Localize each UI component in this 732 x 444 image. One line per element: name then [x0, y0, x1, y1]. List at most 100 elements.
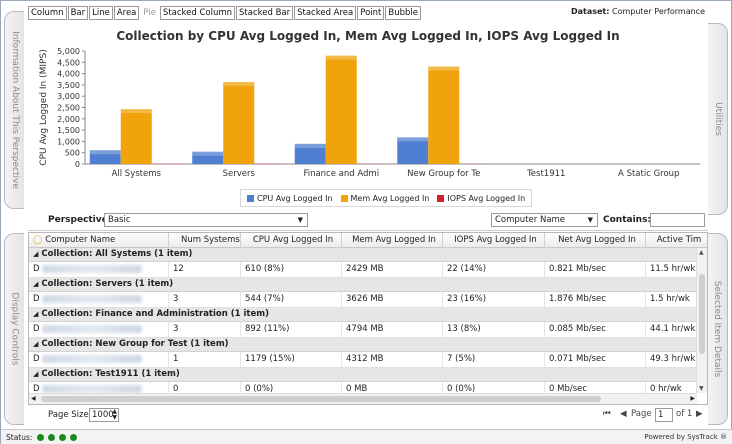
select-all-icon[interactable]: ◯ [33, 235, 46, 245]
table-row[interactable]: D 3 544 (7%) 3626 MB 23 (16%) 1.876 Mb/sec 1.5… [29, 292, 697, 308]
page-input[interactable]: 1 [655, 408, 673, 422]
page-size-value: 1000 [92, 410, 114, 420]
chart-type-line-button[interactable]: Line [89, 6, 113, 20]
y-tick-label: 1,500 [57, 126, 80, 135]
cell-name: D [29, 352, 169, 368]
cell-num: 0 [169, 382, 241, 398]
cell-value: D [33, 264, 40, 274]
table-row[interactable]: D 12 610 (8%) 2429 MB 22 (14%) 0.821 Mb/sec 11… [29, 262, 697, 278]
cell-active: 1.5 hr/wk [646, 292, 707, 308]
first-page-icon[interactable]: ⏮ [603, 409, 611, 419]
column-header-active-tim[interactable]: Active Tim [646, 233, 707, 248]
scroll-up-icon[interactable]: ▲ [699, 249, 704, 256]
legend-swatch [340, 194, 348, 202]
scroll-down-icon[interactable]: ▼ [699, 385, 704, 392]
vertical-scroll-thumb[interactable] [699, 274, 705, 354]
chart-type-bar: Column Bar Line Area Pie Stacked Column Stacke… [28, 6, 421, 20]
column-header-net-avg-logged-in[interactable]: Net Avg Logged In [545, 233, 646, 248]
group-row[interactable]: ◢ Collection: Finance and Administration … [29, 308, 697, 322]
bar-iops-avg-logged-in [254, 163, 286, 164]
chart-type-point-button[interactable]: Point [357, 6, 385, 20]
contains-input[interactable] [650, 213, 705, 227]
table-row[interactable]: D 3 892 (11%) 4794 MB 13 (8%) 0.085 Mb/sec 44.… [29, 322, 697, 338]
cell-value: 22 (14%) [447, 264, 487, 274]
perspective-select[interactable]: Basic ▼ [104, 213, 308, 227]
page-size-input[interactable]: 1000 ▲ ▼ [89, 408, 119, 422]
filter-field-select[interactable]: Computer Name ▼ [491, 213, 598, 227]
redacted-name [41, 384, 142, 393]
chart-type-bubble-button[interactable]: Bubble [385, 6, 421, 20]
column-header-iops-avg-logged-in[interactable]: IOPS Avg Logged In [443, 233, 545, 248]
prev-page-icon[interactable]: ◀ [620, 409, 627, 419]
cell-value: 44.1 hr/wk [650, 324, 696, 334]
stepper-icon[interactable]: ▲ ▼ [112, 408, 117, 421]
column-header-label: IOPS Avg Logged In [454, 235, 537, 245]
table-row[interactable]: D 1 1179 (15%) 4312 MB 7 (5%) 0.071 Mb/sec 49.… [29, 352, 697, 368]
column-header-computer-name[interactable]: ◯ Computer Name [29, 233, 169, 248]
chart-type-stacked-bar-button[interactable]: Stacked Bar [236, 6, 294, 20]
collapse-icon[interactable]: ◢ [33, 310, 39, 318]
scroll-left-icon[interactable]: ◀ [31, 395, 36, 402]
group-row[interactable]: ◢ Collection: Servers (1 item) [29, 278, 697, 292]
x-tick-label: Finance and Admi [303, 169, 379, 179]
chart-type-stacked-column-button[interactable]: Stacked Column [159, 6, 236, 20]
chart-type-bar-button[interactable]: Bar [67, 6, 89, 20]
cell-mem: 0 MB [342, 382, 443, 398]
y-tick-label: 4,500 [57, 58, 80, 67]
cell-value: 0 Mb/sec [549, 384, 588, 394]
column-header-mem-avg-logged-in[interactable]: Mem Avg Logged In [342, 233, 443, 248]
scroll-right-icon[interactable]: ▶ [690, 395, 695, 402]
cell-num: 3 [169, 292, 241, 308]
page-label: Page [631, 409, 652, 419]
legend-label: IOPS Avg Logged In [447, 193, 526, 203]
cell-cpu: 892 (11%) [241, 322, 342, 338]
group-title: Collection: New Group for Test (1 item) [41, 339, 229, 349]
collapse-icon[interactable]: ◢ [33, 340, 39, 348]
group-row[interactable]: ◢ Collection: All Systems (1 item) [29, 248, 697, 262]
horizontal-scrollbar[interactable]: ◀ ▶ [29, 393, 697, 404]
cell-value: 1179 (15%) [245, 354, 295, 364]
collapse-icon[interactable]: ◢ [33, 250, 39, 258]
next-page-icon[interactable]: ▶ [696, 409, 703, 419]
cell-name: D [29, 262, 169, 278]
group-title: Collection: Finance and Administration (… [41, 309, 269, 319]
collapse-icon[interactable]: ◢ [33, 280, 39, 288]
vertical-scrollbar[interactable]: ▲ ▼ [696, 248, 707, 393]
chart-type-stacked-area-button[interactable]: Stacked Area [294, 6, 357, 20]
horizontal-scroll-thumb[interactable] [41, 396, 601, 402]
filter-field-value: Computer Name [495, 215, 566, 225]
selected-item-details-tab[interactable]: Selected Item Details [708, 233, 728, 425]
cell-value: 4312 MB [346, 354, 384, 364]
bar-highlight [397, 137, 429, 142]
page-size-label: Page Size [48, 410, 89, 420]
cell-num: 12 [169, 262, 241, 278]
cell-iops: 7 (5%) [443, 352, 545, 368]
bar-highlight [294, 143, 326, 148]
column-header-label: Active Tim [656, 235, 702, 245]
info-perspective-tab-label: Information About This Perspective [9, 31, 20, 189]
column-header-num-systems[interactable]: Num Systems ▼ [169, 233, 241, 248]
chart-type-pie-button[interactable]: Pie [140, 6, 159, 20]
cell-value: 1.876 Mb/sec [549, 294, 606, 304]
display-controls-tab[interactable]: Display Controls [4, 233, 24, 425]
perspective-select-value: Basic [108, 215, 131, 225]
perspective-label: Perspective [48, 215, 108, 225]
legend-label: Mem Avg Logged In [350, 193, 430, 203]
group-row[interactable]: ◢ Collection: Test1911 (1 item) [29, 368, 697, 382]
chart-type-column-button[interactable]: Column [28, 6, 67, 20]
collapse-icon[interactable]: ◢ [33, 370, 39, 378]
column-header-cpu-avg-logged-in[interactable]: CPU Avg Logged In [241, 233, 342, 248]
chart-type-area-button[interactable]: Area [113, 6, 140, 20]
group-row[interactable]: ◢ Collection: New Group for Test (1 item) [29, 338, 697, 352]
chart-area: 0 500 1,000 1,500 2,000 2,500 3,000 3,500 4,000 4… [28, 23, 708, 207]
bar-highlight [192, 151, 224, 156]
info-perspective-tab[interactable]: Information About This Perspective [4, 11, 24, 209]
cell-active: 11.5 hr/wk [646, 262, 707, 278]
legend-item: IOPS Avg Logged In [437, 194, 525, 203]
utilities-tab[interactable]: Utilities [708, 23, 728, 215]
cell-value: 892 (11%) [245, 324, 290, 334]
y-tick-label: 500 [65, 149, 80, 158]
cell-value: 610 (8%) [245, 264, 285, 274]
